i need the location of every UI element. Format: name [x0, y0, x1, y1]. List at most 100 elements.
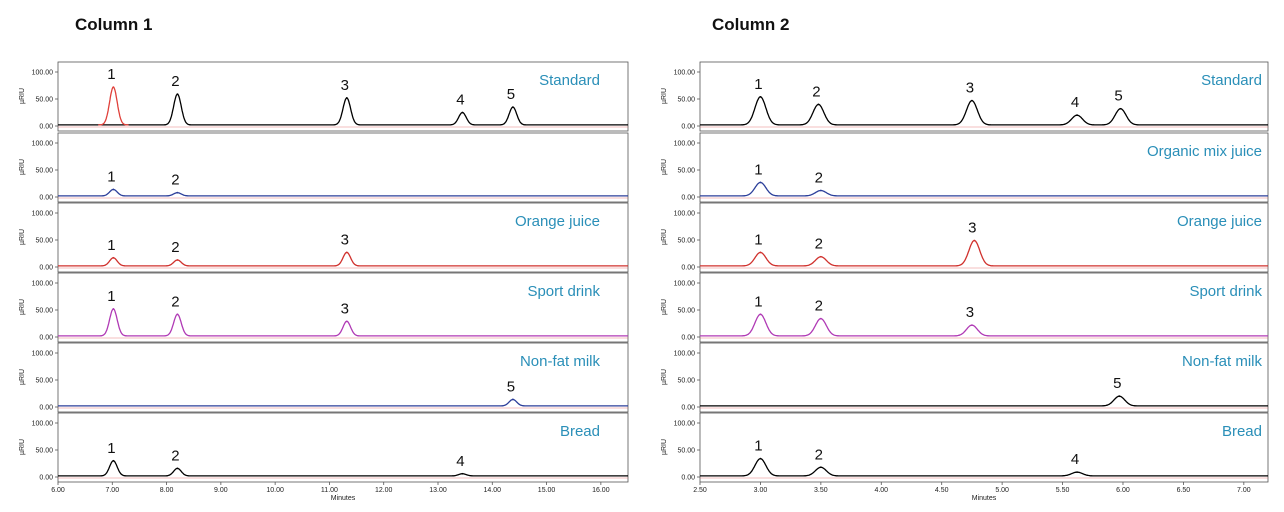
y-tick-label: 50.00 [35, 97, 53, 104]
peak-label-1: 1 [107, 168, 115, 185]
peak-label-1: 1 [754, 231, 762, 248]
peak-point-3 [973, 239, 976, 242]
trace-line [700, 395, 1268, 407]
peak-label-5: 5 [1113, 375, 1121, 392]
x-tick-label: 10.00 [266, 487, 284, 494]
sample-label: Sport drink [527, 283, 600, 300]
sample-label: Non-fat milk [1182, 353, 1263, 370]
peak-point-1 [112, 86, 115, 89]
panel-6: 0.00 50.00 100.00 µRIU 1 2 4 Bread [661, 412, 1269, 483]
panel-3: 0.00 50.00 100.00 µRIU 1 2 3 Orange juice [661, 202, 1269, 273]
y-tick-label: 0.00 [681, 405, 695, 412]
trace-line [58, 308, 628, 337]
y-tick-label: 50.00 [677, 448, 695, 455]
y-tick-label: 50.00 [35, 308, 53, 315]
panel-frame [699, 272, 1269, 343]
panel-frame [699, 412, 1269, 483]
peak-label-1: 1 [107, 237, 115, 254]
y-axis-label: µRIU [661, 229, 668, 245]
sample-label: Bread [1222, 423, 1262, 440]
panel-2: 0.00 50.00 100.00 µRIU 1 2 [19, 132, 629, 203]
peak-label-4: 4 [1071, 94, 1079, 111]
panel-frame [699, 202, 1269, 273]
panel-frame [57, 342, 629, 413]
peak-label-1: 1 [754, 438, 762, 455]
peak-point-3 [345, 251, 348, 254]
y-tick-label: 100.00 [674, 421, 696, 428]
sample-label: Orange juice [515, 213, 600, 230]
panel-frame [57, 272, 629, 343]
y-tick-label: 50.00 [35, 238, 53, 245]
panel-5: 0.00 50.00 100.00 µRIU 5 Non-fat milk [19, 342, 629, 413]
sample-label: Bread [560, 423, 600, 440]
peak-point-2 [176, 191, 179, 194]
peak-label-2: 2 [171, 447, 179, 464]
panel-1: 0.00 50.00 100.00 µRIU 1 2 3 4 5 Standard [19, 61, 629, 132]
panel-frame [699, 132, 1269, 203]
peak-point-1 [759, 95, 762, 98]
peak-point-4 [1076, 471, 1078, 474]
x-tick-label: 3.50 [814, 487, 828, 494]
peak-point-1 [112, 256, 115, 259]
y-tick-label: 100.00 [674, 351, 696, 358]
y-axis-label: µRIU [19, 159, 26, 175]
y-tick-label: 0.00 [681, 195, 695, 202]
x-tick-label: 13.00 [429, 487, 447, 494]
y-tick-label: 0.00 [681, 335, 695, 342]
peak-label-1: 1 [107, 440, 115, 457]
trace-line [58, 398, 628, 407]
peak-point-4 [1076, 114, 1078, 117]
peak-label-1: 1 [107, 66, 115, 83]
trace-line [700, 313, 1268, 337]
peak-label-3: 3 [341, 77, 349, 94]
peak-point-2 [819, 466, 822, 469]
peak-point-1 [112, 188, 115, 191]
y-tick-label: 50.00 [35, 448, 53, 455]
y-tick-label: 100.00 [32, 70, 54, 77]
y-tick-label: 50.00 [677, 378, 695, 385]
peak-point-2 [176, 259, 179, 261]
peak-point-5 [1118, 395, 1121, 398]
peak-point-3 [971, 324, 973, 327]
peak-point-2 [176, 467, 179, 470]
panel-6: 0.00 50.00 100.00 µRIU 1 2 4 Bread [19, 412, 629, 483]
y-tick-label: 0.00 [681, 124, 695, 131]
chart-title: Column 1 [75, 15, 152, 34]
panel-frame [57, 132, 629, 203]
panel-1: 0.00 50.00 100.00 µRIU 1 2 3 4 5 Standard [661, 61, 1269, 132]
peak-label-2: 2 [812, 83, 820, 100]
peak-label-2: 2 [171, 73, 179, 90]
x-tick-label: 5.50 [1056, 487, 1070, 494]
trace-peak-1 [98, 86, 129, 126]
y-tick-label: 100.00 [674, 281, 696, 288]
trace-line [58, 460, 628, 477]
y-axis-label: µRIU [19, 229, 26, 245]
y-tick-label: 100.00 [32, 421, 54, 428]
peak-label-1: 1 [107, 288, 115, 305]
y-tick-label: 50.00 [35, 168, 53, 175]
panel-3: 0.00 50.00 100.00 µRIU 1 2 3 Orange juice [19, 202, 629, 273]
peak-point-2 [817, 103, 820, 106]
y-tick-label: 100.00 [32, 211, 54, 218]
trace-line [700, 181, 1268, 197]
peak-label-4: 4 [456, 92, 464, 109]
trace-line [58, 188, 628, 197]
y-tick-label: 50.00 [677, 238, 695, 245]
peak-label-2: 2 [815, 170, 823, 187]
sample-label: Orange juice [1177, 213, 1262, 230]
panel-frame [699, 61, 1269, 132]
peak-point-5 [512, 106, 514, 108]
peak-point-4 [461, 111, 464, 114]
panel-frame [699, 342, 1269, 413]
y-tick-label: 100.00 [32, 281, 54, 288]
x-tick-label: 15.00 [538, 487, 556, 494]
x-tick-label: 7.00 [1237, 487, 1251, 494]
trace-line [700, 96, 1268, 126]
peak-point-2 [176, 313, 179, 316]
peak-label-3: 3 [341, 300, 349, 317]
peak-point-1 [759, 313, 762, 316]
x-tick-label: 12.00 [375, 487, 393, 494]
